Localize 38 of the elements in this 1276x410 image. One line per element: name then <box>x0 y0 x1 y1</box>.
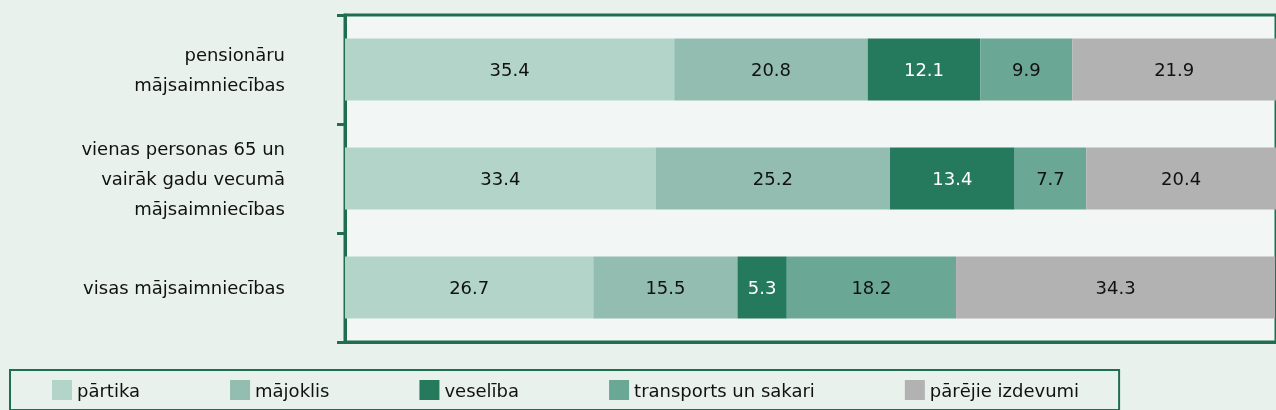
data-label: 9.9 <box>1011 59 1041 80</box>
data-label: 20.4 <box>1161 168 1202 189</box>
bar <box>956 256 1276 319</box>
data-label: 15.5 <box>645 277 686 298</box>
legend-label: mājoklis <box>255 379 330 401</box>
bar <box>345 38 675 101</box>
data-label: 18.2 <box>851 277 892 298</box>
legend-label: pārējie izdevumi <box>929 379 1080 401</box>
bar <box>737 256 787 319</box>
data-label: 12.1 <box>903 59 945 80</box>
bar <box>980 38 1073 101</box>
legend-label: veselība <box>444 379 520 401</box>
bar <box>1014 147 1087 210</box>
data-label: 26.7 <box>449 277 490 298</box>
legend-label: transports un sakari <box>634 379 815 401</box>
y-tick-label: vienas personas 65 un vairāk gadu vecumā mājsaimniecības <box>81 138 285 219</box>
data-label: 20.8 <box>750 59 792 80</box>
bar <box>655 147 891 210</box>
legend-label: pārtika <box>77 379 141 401</box>
bar <box>345 256 594 319</box>
data-label: 35.4 <box>489 59 530 80</box>
data-label: 34.3 <box>1095 277 1136 298</box>
bar <box>1086 147 1276 210</box>
bar <box>867 38 981 101</box>
y-tick-label: visas mājsaimniecības <box>83 277 285 298</box>
data-label: 21.9 <box>1154 59 1195 80</box>
data-label: 13.4 <box>932 168 973 189</box>
y-tick-label: pensionāru mājsaimniecības <box>134 44 285 95</box>
data-label: 5.3 <box>747 277 777 298</box>
bar <box>345 147 656 210</box>
data-label: 7.7 <box>1036 168 1065 189</box>
bar <box>890 147 1015 210</box>
data-label: 33.4 <box>480 168 521 189</box>
bar <box>1072 38 1276 101</box>
bar <box>674 38 868 101</box>
bar <box>786 256 957 319</box>
data-label: 25.2 <box>752 168 793 189</box>
bar <box>593 256 738 319</box>
